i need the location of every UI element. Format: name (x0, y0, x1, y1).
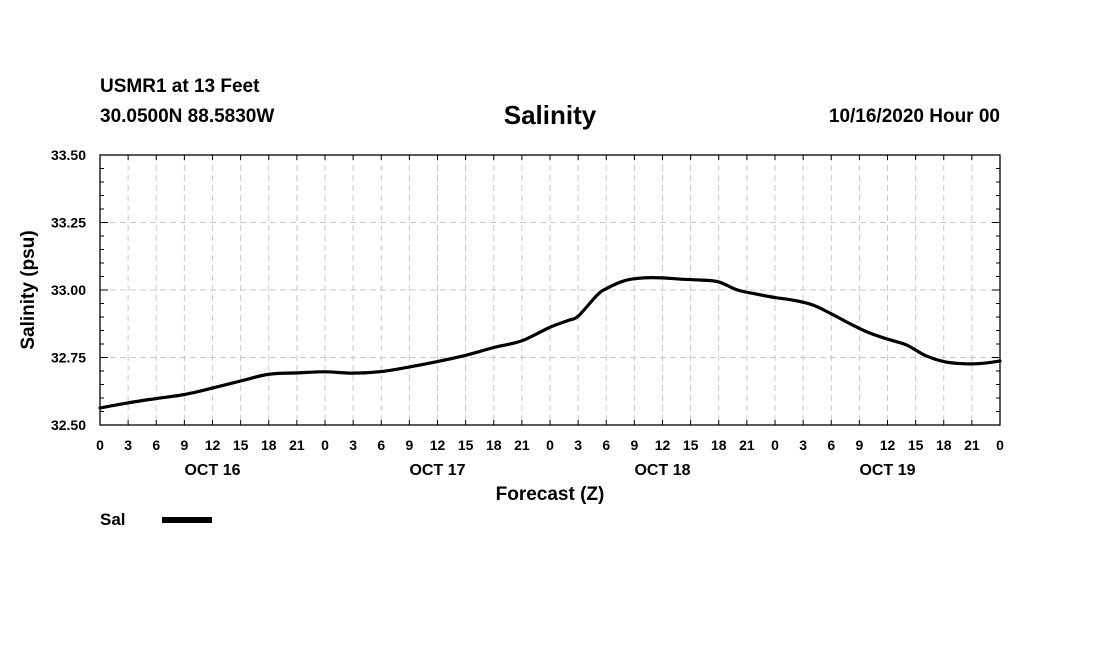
x-tick-label: 6 (602, 437, 610, 453)
x-tick-label: 9 (855, 437, 863, 453)
x-tick-label: 9 (405, 437, 413, 453)
x-tick-label: 15 (908, 437, 924, 453)
x-tick-label: 0 (321, 437, 329, 453)
y-tick-label: 33.25 (51, 215, 86, 231)
x-tick-label: 21 (289, 437, 305, 453)
day-labels: OCT 16 OCT 17 OCT 18 OCT 19 (184, 462, 915, 479)
x-tick-label: 0 (996, 437, 1004, 453)
x-tick-label: 12 (880, 437, 896, 453)
x-tick-label: 9 (630, 437, 638, 453)
x-tick-label: 12 (430, 437, 446, 453)
plot-frame (99, 154, 1001, 426)
x-tick-label: 15 (233, 437, 249, 453)
y-axis-label: Salinity (psu) (18, 230, 39, 349)
y-tick-label: 33.00 (51, 282, 86, 298)
x-tick-labels: 0 3 6 9 12 15 18 21 0 3 6 9 12 15 18 21 0 3 6 9 12 15 18 21 0 3 6 9… (96, 437, 1004, 453)
grid-lines (100, 155, 1000, 425)
x-tick-label: 18 (711, 437, 727, 453)
day-label: OCT 19 (859, 462, 915, 479)
x-tick-label: 0 (771, 437, 779, 453)
day-label: OCT 18 (634, 462, 690, 479)
y-tick-labels: 32.50 32.75 33.00 33.25 33.50 (51, 147, 86, 433)
x-tick-label: 6 (152, 437, 160, 453)
series-line-sal (98, 275, 1002, 410)
day-label: OCT 16 (184, 462, 240, 479)
x-tick-label: 21 (514, 437, 530, 453)
legend-label-sal: Sal (100, 510, 126, 529)
x-tick-label: 3 (574, 437, 582, 453)
station-coordinates: 30.0500N 88.5830W (100, 106, 275, 127)
chart-title: Salinity (503, 100, 597, 130)
x-tick-label: 12 (655, 437, 671, 453)
x-axis-label: Forecast (Z) (496, 484, 605, 505)
x-tick-label: 18 (261, 437, 277, 453)
x-tick-label: 0 (546, 437, 554, 453)
forecast-run-time: 10/16/2020 Hour 00 (828, 106, 1000, 127)
x-tick-label: 21 (739, 437, 755, 453)
x-tick-label: 18 (486, 437, 502, 453)
legend: Sal (100, 510, 212, 529)
x-tick-label: 18 (936, 437, 952, 453)
x-tick-label: 15 (458, 437, 474, 453)
x-tick-label: 6 (827, 437, 835, 453)
x-tick-label: 3 (124, 437, 132, 453)
y-tick-label: 32.50 (51, 417, 86, 433)
x-tick-label: 0 (96, 437, 104, 453)
x-tick-label: 21 (964, 437, 980, 453)
x-tick-label: 6 (377, 437, 385, 453)
x-tick-label: 3 (799, 437, 807, 453)
day-label: OCT 17 (409, 462, 465, 479)
y-tick-label: 32.75 (51, 350, 86, 366)
x-tick-label: 15 (683, 437, 699, 453)
x-tick-label: 3 (349, 437, 357, 453)
x-tick-label: 12 (205, 437, 221, 453)
station-label: USMR1 at 13 Feet (100, 76, 260, 97)
x-tick-label: 9 (180, 437, 188, 453)
y-tick-label: 33.50 (51, 147, 86, 163)
